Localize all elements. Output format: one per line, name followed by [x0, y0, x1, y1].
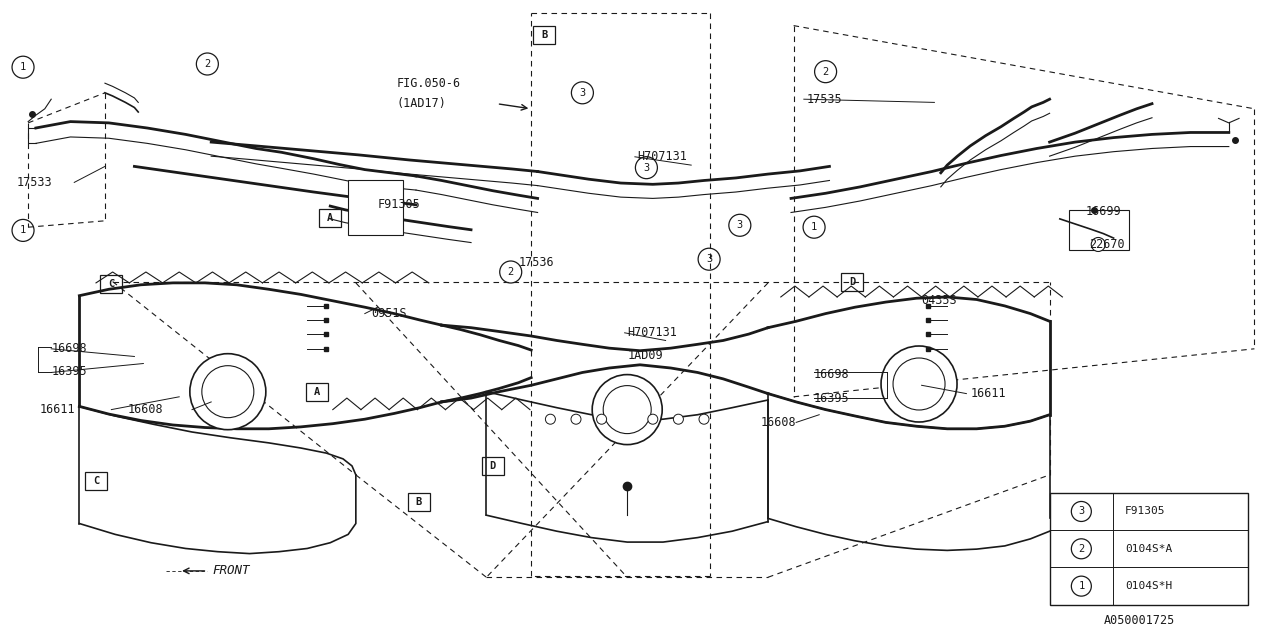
- Circle shape: [545, 414, 556, 424]
- Text: A: A: [328, 212, 333, 223]
- Text: FIG.050-6: FIG.050-6: [397, 77, 461, 90]
- Text: 16698: 16698: [51, 342, 87, 355]
- Text: 0435S: 0435S: [922, 294, 957, 307]
- Text: C: C: [93, 476, 99, 486]
- Circle shape: [673, 414, 684, 424]
- Text: A050001725: A050001725: [1103, 614, 1175, 627]
- Text: B: B: [416, 497, 421, 508]
- Text: 2: 2: [823, 67, 828, 77]
- Bar: [319, 209, 342, 227]
- Text: 3: 3: [707, 254, 712, 264]
- Bar: [84, 472, 108, 490]
- Bar: [407, 493, 430, 511]
- Text: 2: 2: [1078, 544, 1084, 554]
- Circle shape: [1092, 237, 1105, 252]
- Bar: [348, 180, 403, 235]
- Text: (1AD17): (1AD17): [397, 97, 447, 110]
- Text: C: C: [109, 278, 114, 289]
- Bar: [100, 275, 123, 292]
- Text: H707131: H707131: [637, 150, 687, 163]
- Text: 22670: 22670: [1089, 238, 1125, 251]
- Text: 17533: 17533: [17, 176, 52, 189]
- Text: 1: 1: [20, 225, 26, 236]
- Text: H707131: H707131: [627, 326, 677, 339]
- Text: 3: 3: [1078, 506, 1084, 516]
- Text: 16611: 16611: [970, 387, 1006, 400]
- Text: 16608: 16608: [760, 416, 796, 429]
- Text: 3: 3: [644, 163, 649, 173]
- Text: 17536: 17536: [518, 256, 554, 269]
- Text: 1: 1: [1078, 581, 1084, 591]
- Text: 1: 1: [812, 222, 817, 232]
- Circle shape: [593, 374, 662, 445]
- Text: D: D: [490, 461, 495, 471]
- Text: FRONT: FRONT: [212, 564, 250, 577]
- Bar: [532, 26, 556, 44]
- Text: 0951S: 0951S: [371, 307, 407, 320]
- Bar: [841, 273, 864, 291]
- Text: 16611: 16611: [40, 403, 76, 416]
- Bar: [481, 457, 504, 475]
- Bar: [1050, 493, 1248, 605]
- Text: 3: 3: [580, 88, 585, 98]
- Circle shape: [596, 414, 607, 424]
- Circle shape: [881, 346, 957, 422]
- Circle shape: [571, 414, 581, 424]
- Text: F91305: F91305: [1125, 506, 1166, 516]
- Text: 1AD09: 1AD09: [627, 349, 663, 362]
- Bar: [1069, 211, 1129, 250]
- Text: 1: 1: [20, 62, 26, 72]
- Text: 0104S*A: 0104S*A: [1125, 544, 1172, 554]
- Bar: [306, 383, 329, 401]
- Text: 0104S*H: 0104S*H: [1125, 581, 1172, 591]
- Text: 2: 2: [205, 59, 210, 69]
- Circle shape: [699, 414, 709, 424]
- Text: 2: 2: [508, 267, 513, 277]
- Text: 16395: 16395: [51, 365, 87, 378]
- Text: 16699: 16699: [1085, 205, 1121, 218]
- Circle shape: [648, 414, 658, 424]
- Text: 16698: 16698: [814, 368, 850, 381]
- Text: 17535: 17535: [806, 93, 842, 106]
- Circle shape: [189, 354, 266, 429]
- Text: A: A: [315, 387, 320, 397]
- Text: 3: 3: [737, 220, 742, 230]
- Text: 16395: 16395: [814, 392, 850, 404]
- Text: 16608: 16608: [128, 403, 164, 416]
- Text: F91305: F91305: [378, 198, 420, 211]
- Text: D: D: [850, 276, 855, 287]
- Text: B: B: [541, 30, 547, 40]
